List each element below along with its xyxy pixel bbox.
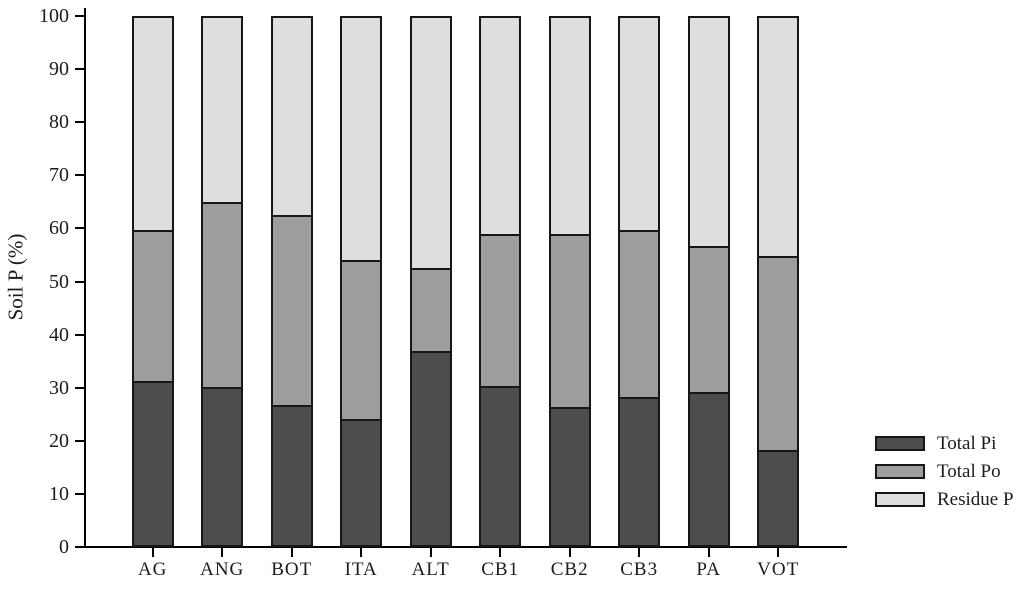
bar-segment-total-po <box>689 245 728 392</box>
x-tick-label-alt: ALT <box>411 559 450 580</box>
bar-segment-total-po <box>342 260 381 419</box>
x-tick-mark <box>360 548 363 557</box>
x-tick-label-vot: VOT <box>757 559 800 580</box>
legend-item-total-po: Total Po <box>875 461 1014 482</box>
y-tick-label: 100 <box>39 5 69 27</box>
bar-segment-residue-p <box>759 18 798 256</box>
bar-segment-residue-p <box>272 18 311 215</box>
legend: Total Pi Total Po Residue P <box>875 433 1014 520</box>
bar-cb2 <box>548 16 591 547</box>
bar-cb1 <box>479 16 522 547</box>
bar-segment-total-pi <box>411 351 450 545</box>
legend-label-total-pi: Total Pi <box>937 433 997 454</box>
y-tick-label: 50 <box>49 270 69 293</box>
legend-item-residue-p: Residue P <box>875 489 1014 510</box>
bar-segment-total-po <box>272 214 311 405</box>
y-tick-mark <box>75 121 84 124</box>
y-tick-label: 90 <box>49 58 69 81</box>
bar-segment-total-pi <box>481 385 520 545</box>
bar-segment-total-po <box>759 255 798 450</box>
y-tick-mark <box>75 492 84 495</box>
y-tick-mark <box>75 227 84 230</box>
x-tick-label-cb2: CB2 <box>550 559 589 580</box>
y-tick-mark <box>75 439 84 442</box>
x-tick-mark <box>777 548 780 557</box>
bar-segment-residue-p <box>133 18 172 230</box>
bar-segment-total-pi <box>342 418 381 545</box>
bar-segment-total-po <box>203 201 242 388</box>
bar-alt <box>409 16 452 547</box>
y-tick-label: 20 <box>49 429 69 452</box>
bar-segment-residue-p <box>203 18 242 202</box>
bar-bot <box>270 16 313 547</box>
bar-segment-total-pi <box>133 381 172 545</box>
bar-segment-total-pi <box>550 406 589 545</box>
bar-segment-total-pi <box>689 391 728 545</box>
y-tick-mark <box>75 546 84 548</box>
bar-segment-residue-p <box>689 18 728 246</box>
x-axis-line <box>84 546 847 548</box>
legend-item-total-pi: Total Pi <box>875 433 1014 454</box>
bar-cb3 <box>618 16 661 547</box>
legend-label-total-po: Total Po <box>937 461 1001 482</box>
bar-segment-total-pi <box>759 449 798 545</box>
bar-segment-total-pi <box>272 404 311 545</box>
legend-swatch-total-pi <box>875 436 925 451</box>
bar-vot <box>757 16 800 547</box>
y-tick-mark <box>75 68 84 71</box>
y-tick-mark <box>75 386 84 389</box>
y-tick-mark <box>75 280 84 283</box>
bar-segment-residue-p <box>620 18 659 230</box>
x-tick-label-ang: ANG <box>200 559 245 580</box>
y-tick-label: 40 <box>49 323 69 346</box>
bar-segment-total-po <box>411 268 450 352</box>
y-tick-label: 80 <box>49 111 69 134</box>
x-tick-mark <box>707 548 710 557</box>
y-tick-mark <box>75 174 84 177</box>
bar-segment-residue-p <box>411 18 450 269</box>
y-tick-label: 0 <box>59 536 69 558</box>
x-tick-mark <box>151 548 154 557</box>
x-tick-label-bot: BOT <box>271 559 313 580</box>
x-tick-mark <box>429 548 432 557</box>
y-axis-line <box>84 8 86 548</box>
legend-swatch-total-po <box>875 464 925 479</box>
x-tick-label-cb3: CB3 <box>620 559 659 580</box>
bar-ang <box>201 16 244 547</box>
y-tick-mark <box>75 333 84 336</box>
bar-segment-total-po <box>620 229 659 398</box>
x-tick-mark <box>290 548 293 557</box>
bar-segment-total-po <box>133 229 172 382</box>
bar-segment-total-po <box>550 233 589 407</box>
x-tick-label-cb1: CB1 <box>481 559 520 580</box>
bar-segment-total-po <box>481 233 520 386</box>
bar-segment-residue-p <box>342 18 381 261</box>
legend-label-residue-p: Residue P <box>937 489 1014 510</box>
x-tick-mark <box>568 548 571 557</box>
y-tick-label: 70 <box>49 164 69 187</box>
legend-swatch-residue-p <box>875 492 925 507</box>
x-tick-mark <box>499 548 502 557</box>
y-tick-label: 30 <box>49 376 69 399</box>
bar-ita <box>340 16 383 547</box>
x-tick-label-ita: ITA <box>344 559 378 580</box>
bar-segment-total-pi <box>620 397 659 545</box>
x-tick-label-pa: PA <box>696 559 721 580</box>
x-tick-mark <box>221 548 224 557</box>
bar-segment-residue-p <box>550 18 589 234</box>
bar-ag <box>131 16 174 547</box>
y-tick-label: 10 <box>49 482 69 505</box>
x-tick-label-ag: AG <box>137 559 168 580</box>
x-tick-mark <box>638 548 641 557</box>
bar-segment-total-pi <box>203 387 242 545</box>
y-tick-mark <box>75 15 84 17</box>
bar-segment-residue-p <box>481 18 520 234</box>
bar-pa <box>687 16 730 547</box>
y-tick-label: 60 <box>49 217 69 240</box>
